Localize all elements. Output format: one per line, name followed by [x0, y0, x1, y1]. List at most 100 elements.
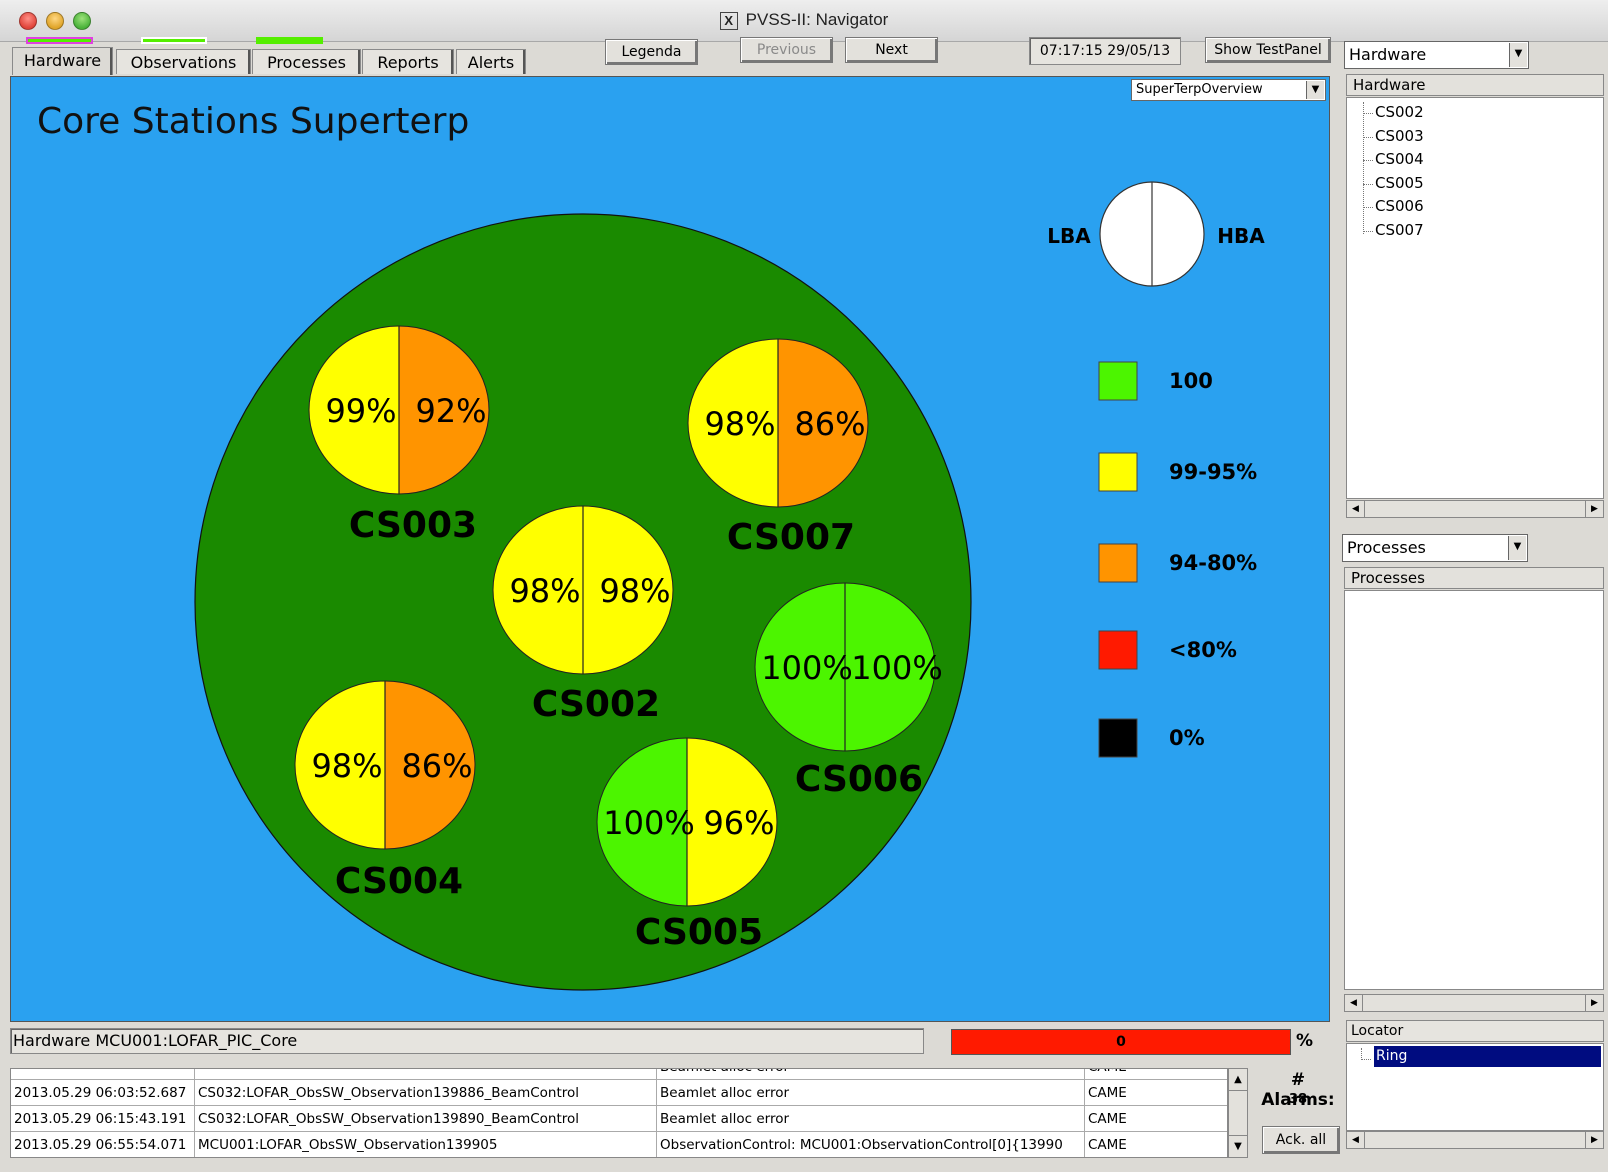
alarm-state: CAME — [1088, 1111, 1127, 1127]
station-hba-value: 100% — [851, 649, 942, 687]
station-cs002[interactable]: 98% 98% CS002 — [492, 505, 674, 725]
scroll-left-icon[interactable]: ◀ — [1347, 1132, 1365, 1148]
station-lba-half[interactable] — [309, 326, 399, 494]
table-row[interactable]: 2013.05.29 06:03:52.687 CS032:LOFAR_ObsSW… — [11, 1080, 1227, 1106]
legend-label: 100 — [1169, 369, 1213, 393]
scroll-right-icon[interactable]: ▶ — [1585, 1132, 1603, 1148]
station-hba-half[interactable] — [399, 326, 489, 494]
window-title-text: PVSS-II: Navigator — [745, 10, 889, 29]
scroll-right-icon[interactable]: ▶ — [1585, 501, 1603, 517]
scroll-left-icon[interactable]: ◀ — [1347, 501, 1365, 517]
table-row[interactable]: 2013.05.29 06:15:43.191 CS032:LOFAR_ObsSW… — [11, 1106, 1227, 1132]
legend-label: 99-95% — [1169, 460, 1257, 484]
alarm-source: CS032:LOFAR_ObsSW_Observation139890_Beam… — [195, 1106, 657, 1132]
station-lba-half[interactable] — [493, 506, 583, 674]
station-hba-value: 96% — [703, 804, 774, 842]
station-lba-value: 100% — [603, 804, 694, 842]
station-lba-half[interactable] — [597, 738, 687, 906]
legend-label: 0% — [1169, 726, 1205, 750]
station-cs003[interactable]: 99% 92% CS003 — [308, 325, 490, 546]
next-button[interactable]: Next — [845, 37, 938, 63]
tree-item-cs003[interactable]: CS003 — [1347, 125, 1603, 149]
processes-navigator-dropdown[interactable]: Processes ▼ — [1342, 534, 1528, 562]
table-row[interactable]: 2013.05.29 06:55:54.071 MCU001:LOFAR_ObsS… — [11, 1132, 1227, 1157]
processes-status-indicator — [256, 37, 323, 44]
tree-item-cs006[interactable]: CS006 — [1347, 195, 1603, 219]
station-lba-half[interactable] — [295, 681, 385, 849]
maximize-window-button[interactable] — [73, 12, 91, 30]
station-lba-value: 98% — [704, 405, 775, 443]
tree-item-cs007[interactable]: CS007 — [1347, 219, 1603, 243]
alarm-message: Beamlet alloc error — [657, 1106, 1085, 1132]
tab-hardware[interactable]: Hardware — [12, 47, 113, 75]
table-row[interactable]: Beamlet alloc error CAME — [11, 1069, 1227, 1080]
station-lba-half[interactable] — [755, 583, 845, 751]
station-cs006[interactable]: 100%100% CS006 — [754, 582, 943, 800]
tab-reports[interactable]: Reports — [362, 49, 454, 74]
station-hba-half[interactable] — [845, 583, 935, 751]
alarm-source: MCU001:LOFAR_ObsSW_Observation139905 — [195, 1132, 657, 1157]
close-window-button[interactable] — [19, 12, 37, 30]
locator-header: Locator — [1346, 1020, 1604, 1042]
page-title: Core Stations Superterp — [37, 101, 470, 142]
minimize-window-button[interactable] — [46, 12, 64, 30]
show-testpanel-button[interactable]: Show TestPanel — [1205, 37, 1331, 63]
processes-tree — [1344, 590, 1604, 990]
tree-item-cs004[interactable]: CS004 — [1347, 148, 1603, 172]
alarm-table-scrollbar[interactable]: ▲ ▼ — [1228, 1068, 1248, 1158]
station-name-label: CS004 — [335, 861, 463, 902]
chevron-down-icon[interactable]: ▼ — [1509, 43, 1527, 67]
tab-observations[interactable]: Observations — [116, 49, 251, 74]
processes-tree-scrollbar[interactable]: ◀ ▶ — [1344, 994, 1604, 1012]
legenda-button[interactable]: Legenda — [605, 39, 698, 65]
x11-app-icon: X — [719, 12, 738, 30]
station-hba-half[interactable] — [778, 339, 868, 507]
hardware-navigator-dropdown[interactable]: Hardware ▼ — [1344, 41, 1529, 69]
station-cs007[interactable]: 98% 86% CS007 — [687, 338, 869, 558]
alarm-time: 2013.05.29 06:55:54.071 — [11, 1132, 195, 1157]
alarm-table: Beamlet alloc error CAME 2013.05.29 06:0… — [10, 1068, 1228, 1158]
locator-scrollbar[interactable]: ◀ ▶ — [1346, 1131, 1604, 1149]
processes-tree-header: Processes — [1344, 567, 1604, 589]
percent-unit: % — [1296, 1031, 1314, 1051]
tab-alerts[interactable]: Alerts — [456, 49, 526, 74]
station-lba-value: 100% — [761, 649, 852, 687]
scroll-right-icon[interactable]: ▶ — [1585, 995, 1603, 1011]
station-hba-half[interactable] — [385, 681, 475, 849]
scroll-down-icon[interactable]: ▼ — [1229, 1135, 1247, 1157]
alarm-message: Beamlet alloc error — [657, 1069, 1085, 1080]
station-hba-half[interactable] — [687, 738, 777, 906]
alarm-count-label: # Alarms: — [1261, 1070, 1335, 1110]
hardware-status-indicator — [26, 37, 93, 44]
tree-item-cs005[interactable]: CS005 — [1347, 172, 1603, 196]
station-name-label: CS006 — [795, 759, 923, 800]
tab-processes[interactable]: Processes — [252, 49, 361, 74]
hardware-tree-scrollbar[interactable]: ◀ ▶ — [1346, 500, 1604, 518]
window-title: X PVSS-II: Navigator — [0, 10, 1608, 30]
station-name-label: CS005 — [635, 912, 763, 953]
datetime-display: 07:17:15 29/05/13 — [1029, 37, 1181, 65]
tree-item-cs002[interactable]: CS002 — [1347, 101, 1603, 125]
station-lba-half[interactable] — [688, 339, 778, 507]
previous-button[interactable]: Previous — [740, 37, 833, 63]
chevron-down-icon[interactable]: ▼ — [1508, 536, 1526, 560]
station-cs005[interactable]: 100% 96% CS005 — [596, 737, 778, 953]
legend-label: <80% — [1169, 638, 1237, 662]
alarm-state: CAME — [1088, 1137, 1127, 1153]
scroll-left-icon[interactable]: ◀ — [1345, 995, 1363, 1011]
station-cs004[interactable]: 98% 86% CS004 — [294, 680, 476, 902]
legend-lba-label: LBA — [1047, 224, 1091, 248]
scroll-up-icon[interactable]: ▲ — [1229, 1069, 1247, 1091]
health-percentage-bar: 0 — [951, 1029, 1291, 1055]
station-hba-half[interactable] — [583, 506, 673, 674]
legend-swatch — [1098, 718, 1138, 758]
view-selector-dropdown[interactable]: SuperTerpOverview ▼ — [1131, 79, 1326, 101]
ack-all-button[interactable]: Ack. all — [1262, 1126, 1340, 1154]
observations-status-indicator — [141, 37, 207, 44]
chevron-down-icon[interactable]: ▼ — [1306, 81, 1324, 99]
alarm-time: 2013.05.29 06:03:52.687 — [11, 1080, 195, 1106]
alarm-message: Beamlet alloc error — [657, 1080, 1085, 1106]
locator-item-ring[interactable]: Ring — [1374, 1046, 1601, 1067]
locator-tree: Ring — [1346, 1043, 1604, 1131]
station-name-label: CS007 — [727, 517, 855, 558]
